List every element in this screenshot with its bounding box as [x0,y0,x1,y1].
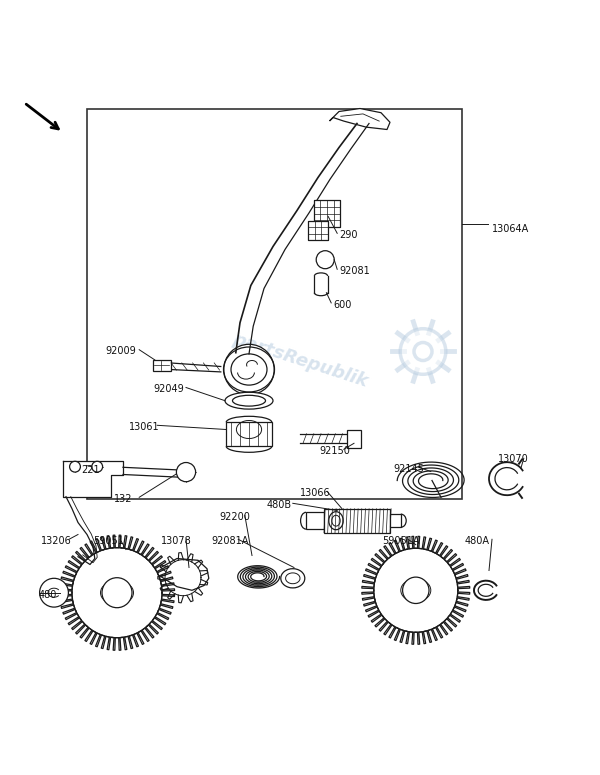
Text: 13070: 13070 [498,454,529,464]
Ellipse shape [225,392,273,409]
Polygon shape [330,109,390,129]
Text: 59051A: 59051A [382,536,420,546]
Text: 92081: 92081 [339,266,370,275]
Circle shape [403,577,429,604]
Bar [226,422,272,446]
Ellipse shape [233,395,265,406]
Circle shape [176,463,196,482]
Text: 59051: 59051 [93,536,124,546]
Text: 92049: 92049 [153,384,184,394]
Text: 600: 600 [333,300,352,310]
Text: 480B: 480B [267,500,292,509]
Bar [324,508,390,532]
Bar [153,360,171,370]
Circle shape [40,578,68,607]
Polygon shape [63,461,123,497]
Text: 132: 132 [114,494,133,504]
Polygon shape [161,559,209,591]
Bar [87,109,462,498]
Circle shape [224,344,274,394]
Bar [347,429,361,447]
Bar [308,221,328,240]
Text: 13078: 13078 [161,536,191,546]
Text: partsRepublik: partsRepublik [230,330,370,391]
Text: 92009: 92009 [105,346,136,356]
Circle shape [92,461,103,472]
Text: 13064A: 13064A [492,223,529,233]
Text: 92081A: 92081A [211,536,248,546]
Text: 480A: 480A [465,536,490,546]
Bar [314,200,340,227]
Circle shape [70,461,80,472]
Polygon shape [374,548,458,632]
Bar [390,514,401,527]
Text: 92200: 92200 [219,512,250,522]
Polygon shape [72,548,162,638]
Text: 290: 290 [339,229,358,239]
Text: 92150: 92150 [320,446,350,456]
Text: 92145: 92145 [393,463,424,474]
Bar [306,512,324,529]
Text: 221: 221 [81,465,100,475]
Text: 13066: 13066 [300,487,331,498]
Circle shape [316,250,334,269]
Text: 13061: 13061 [129,422,160,432]
Text: 480: 480 [39,590,58,600]
Circle shape [102,577,132,608]
Circle shape [414,343,432,360]
Circle shape [400,329,446,374]
Text: 13206: 13206 [41,536,71,546]
